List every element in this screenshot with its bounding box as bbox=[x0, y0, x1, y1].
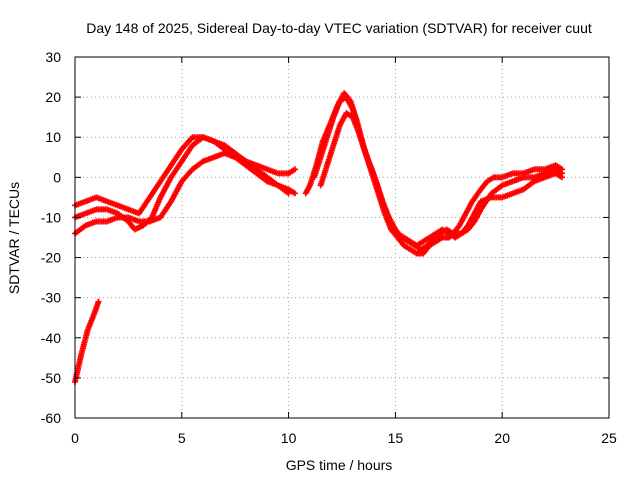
y-tick-label: -30 bbox=[41, 290, 61, 306]
data-point bbox=[559, 174, 566, 181]
plot-frame bbox=[74, 56, 610, 419]
data-point bbox=[292, 166, 299, 173]
x-tick-label: 15 bbox=[388, 430, 404, 446]
x-tick-label: 20 bbox=[494, 430, 510, 446]
data-point bbox=[285, 190, 292, 197]
x-axis-label: GPS time / hours bbox=[286, 457, 393, 473]
y-tick-label: -20 bbox=[41, 250, 61, 266]
axis-ticks: 0 5 10 15 20 25 -60 -50 -40 -30 -20 -10 0 10 20 30 bbox=[41, 49, 617, 446]
data-point bbox=[95, 298, 102, 305]
y-tick-label: 30 bbox=[45, 49, 61, 65]
x-tick-label: 0 bbox=[71, 430, 79, 446]
grid bbox=[75, 57, 609, 418]
data-points bbox=[72, 90, 566, 385]
y-tick-label: 20 bbox=[45, 89, 61, 105]
y-tick-label: -50 bbox=[41, 370, 61, 386]
y-tick-label: -40 bbox=[41, 330, 61, 346]
data-point bbox=[292, 190, 299, 197]
y-tick-label: 10 bbox=[45, 129, 61, 145]
x-tick-label: 5 bbox=[178, 430, 186, 446]
y-tick-label: -10 bbox=[41, 209, 61, 225]
x-tick-label: 25 bbox=[601, 430, 617, 446]
chart-title: Day 148 of 2025, Sidereal Day-to-day VTE… bbox=[86, 20, 592, 36]
x-tick-label: 10 bbox=[281, 430, 297, 446]
y-tick-label: 0 bbox=[53, 169, 61, 185]
y-tick-label: -60 bbox=[41, 410, 61, 426]
series-trace-g bbox=[317, 110, 566, 249]
y-axis-label: SDTVAR / TECUs bbox=[6, 182, 22, 294]
